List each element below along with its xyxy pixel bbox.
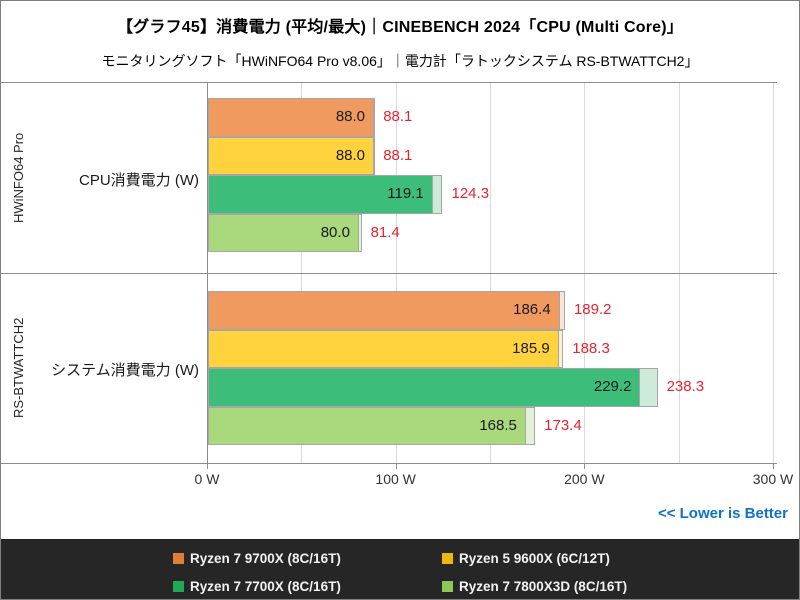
- legend-swatch-icon: [442, 552, 453, 564]
- bar-max-value: 81.4: [370, 223, 400, 241]
- legend-item: Ryzen 7 7800X3D (8C/16T): [442, 578, 627, 594]
- bar-max-extension: [374, 136, 376, 176]
- bar-avg: 229.2: [208, 368, 641, 407]
- bar-max-extension: [432, 175, 443, 214]
- x-tick-label-100w: 100 W: [375, 471, 416, 487]
- x-tick-label-200w: 200 W: [564, 471, 605, 487]
- bar-avg-value: 229.2: [593, 378, 632, 396]
- bar-avg: 185.9: [208, 329, 559, 369]
- bar-max-value: 188.3: [572, 339, 610, 357]
- legend-label: Ryzen 5 9600X (6C/12T): [459, 550, 610, 566]
- bar-max-extension: [374, 98, 376, 137]
- bar-max-value: 88.1: [383, 146, 413, 164]
- plot-top-border: [1, 82, 777, 83]
- x-tick-300w: [773, 464, 774, 469]
- bar-max-value: 124.3: [451, 185, 490, 203]
- legend-item: Ryzen 7 9700X (8C/16T): [173, 550, 341, 566]
- legend-label: Ryzen 7 7800X3D (8C/16T): [459, 578, 628, 594]
- lower-is-better-note: << Lower is Better: [657, 505, 788, 522]
- bar-avg-value: 168.5: [479, 416, 517, 434]
- x-tick-label-0w: 0 W: [194, 471, 220, 487]
- bar-avg-value: 186.4: [513, 301, 551, 318]
- x-tick-200w: [584, 464, 586, 469]
- legend-item: Ryzen 7 7700X (8C/16T): [173, 578, 341, 594]
- instrument-label: HWiNFO64 Pro: [11, 132, 26, 223]
- x-tick-100w: [395, 464, 397, 469]
- bar-avg: 168.5: [208, 406, 526, 446]
- chart-title: 【グラフ45】消費電力 (平均/最大)｜CINEBENCH 2024「CPU (…: [116, 19, 683, 36]
- x-tick-0w: [207, 464, 208, 469]
- bar-max-extension: [559, 291, 565, 330]
- bar-avg-value: 88.0: [335, 146, 366, 164]
- bar-avg: 80.0: [208, 213, 359, 253]
- x-tick-label-300w: 300 W: [752, 471, 794, 487]
- instrument-label: RS-BTWATTCH2: [11, 317, 26, 419]
- bar-avg-value: 185.9: [512, 339, 550, 357]
- legend-swatch-icon: [173, 552, 184, 564]
- bar-max-value: 88.1: [383, 108, 413, 125]
- legend-swatch-icon: [442, 580, 453, 592]
- bar-avg-value: 80.0: [320, 223, 350, 241]
- bar-max-extension: [558, 329, 564, 369]
- bar-avg-value: 119.1: [387, 185, 424, 203]
- bar-avg: 88.0: [208, 98, 375, 137]
- bar-avg-value: 88.0: [335, 108, 366, 125]
- chart-subtitle: モニタリングソフト「HWiNFO64 Pro v8.06」｜電力計「ラトックシス…: [101, 53, 699, 69]
- bar-max-extension: [358, 213, 362, 253]
- legend-swatch-icon: [173, 580, 184, 592]
- y-axis-line: [207, 82, 208, 463]
- bar-max-value: 173.4: [544, 416, 582, 434]
- legend-label: Ryzen 7 9700X (8C/16T): [190, 550, 341, 566]
- bar-max-extension: [525, 406, 536, 446]
- bar-avg: 88.0: [208, 136, 375, 176]
- bar-max-value: 189.2: [573, 301, 612, 318]
- legend-label: Ryzen 7 7700X (8C/16T): [190, 578, 341, 594]
- category-label: システム消費電力 (W): [51, 362, 199, 379]
- legend: Ryzen 7 9700X (8C/16T) Ryzen 5 9600X (6C/…: [1, 539, 799, 599]
- bar-avg: 119.1: [208, 175, 433, 214]
- x-axis-line: [1, 463, 777, 464]
- legend-item: Ryzen 5 9600X (6C/12T): [442, 550, 610, 566]
- category-label: CPU消費電力 (W): [79, 171, 199, 189]
- bar-max-extension: [640, 368, 658, 407]
- bar-max-value: 238.3: [666, 378, 705, 396]
- bar-avg: 186.4: [208, 291, 560, 330]
- group-separator: [1, 273, 777, 274]
